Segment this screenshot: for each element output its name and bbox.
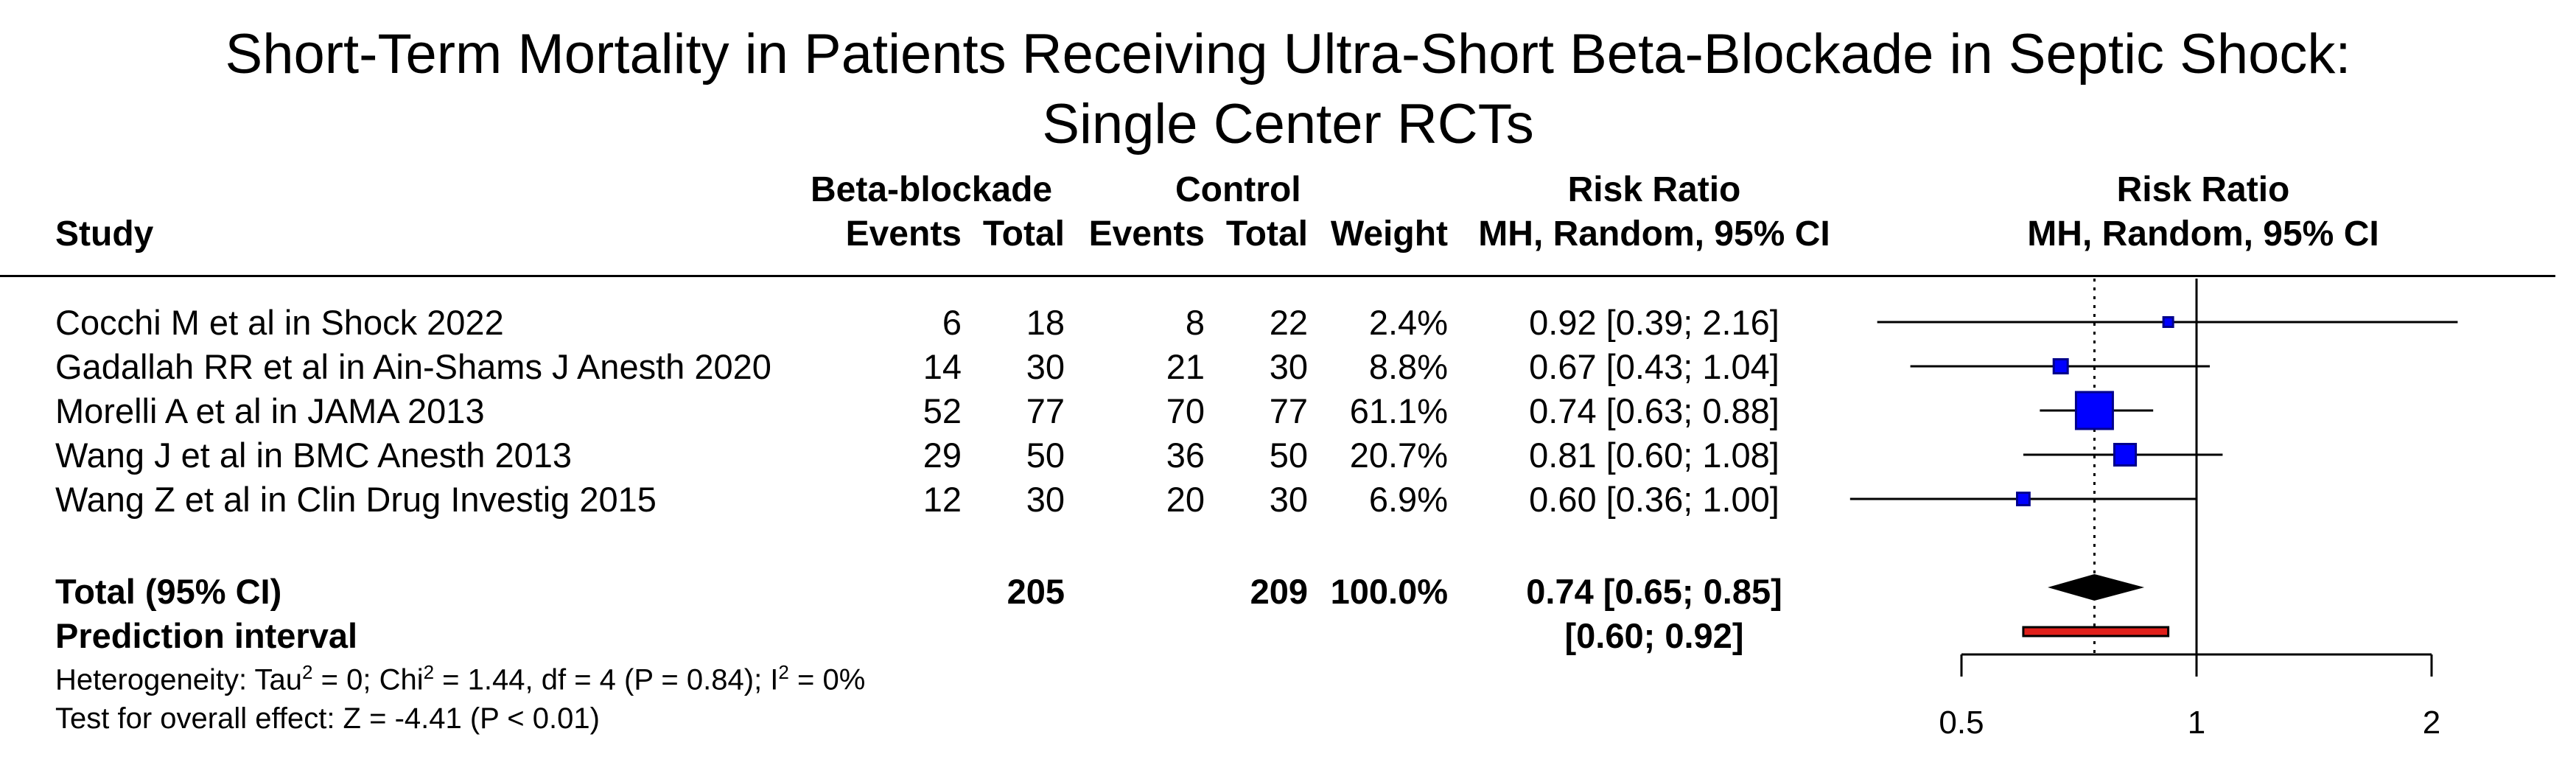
heterogeneity-text: Heterogeneity: Tau2 = 0; Chi2 = 1.44, df…: [55, 661, 866, 696]
study-name: Cocchi M et al in Shock 2022: [55, 303, 504, 342]
events-beta: 52: [923, 391, 962, 430]
header-rr-sub: MH, Random, 95% CI: [1478, 214, 1830, 254]
total-label: Total (95% CI): [55, 572, 282, 611]
total-beta: 18: [1026, 303, 1065, 342]
header-rule: [0, 275, 2555, 277]
header-rr-top: Risk Ratio: [1567, 170, 1741, 209]
header-weight: Weight: [1330, 214, 1448, 254]
events-beta: 14: [923, 347, 962, 386]
events-control: 36: [1166, 436, 1205, 475]
total-beta: 77: [1026, 391, 1065, 430]
weight: 6.9%: [1368, 480, 1448, 519]
study-name: Morelli A et al in JAMA 2013: [55, 391, 485, 430]
total-control: 30: [1269, 347, 1308, 386]
pooled-diamond: [2048, 573, 2145, 601]
total-control: 50: [1269, 436, 1308, 475]
study-weight-square: [2113, 442, 2138, 467]
risk-ratio-ci: 0.81 [0.60; 1.08]: [1529, 436, 1779, 475]
study-weight-square: [2074, 391, 2114, 430]
total-control: 77: [1269, 391, 1308, 430]
events-beta: 12: [923, 480, 962, 519]
prediction-ci: [0.60; 0.92]: [1564, 616, 1744, 655]
prediction-interval-bar: [2022, 626, 2170, 637]
study-name: Wang Z et al in Clin Drug Investig 2015: [55, 480, 657, 519]
events-beta: 29: [923, 436, 962, 475]
chart-title-line-2: Single Center RCTs: [1042, 93, 1534, 156]
total-control: 22: [1269, 303, 1308, 342]
chart-title-line-1: Short-Term Mortality in Patients Receivi…: [225, 23, 2351, 85]
header-total-1: Total: [982, 214, 1065, 254]
header-events-1: Events: [845, 214, 962, 254]
weight: 2.4%: [1368, 303, 1448, 342]
risk-ratio-ci: 0.60 [0.36; 1.00]: [1529, 480, 1779, 519]
weight: 20.7%: [1349, 436, 1448, 475]
header-group1: Beta-blockade: [811, 170, 1053, 209]
header-total-2: Total: [1225, 214, 1308, 254]
header-study: Study: [55, 214, 154, 254]
risk-ratio-ci: 0.74 [0.63; 0.88]: [1529, 391, 1779, 430]
events-control: 8: [1185, 303, 1205, 342]
study-weight-square: [2162, 316, 2174, 328]
total-control: 30: [1269, 480, 1308, 519]
header-plot-top: Risk Ratio: [2116, 170, 2290, 209]
prediction-label: Prediction interval: [55, 616, 358, 655]
total-n1: 205: [1007, 572, 1065, 611]
total-beta: 50: [1026, 436, 1065, 475]
study-name: Gadallah RR et al in Ain-Shams J Anesth …: [55, 347, 771, 386]
total-ci: 0.74 [0.65; 0.85]: [1526, 572, 1782, 611]
weight: 8.8%: [1368, 347, 1448, 386]
overall-effect-text: Test for overall effect: Z = -4.41 (P < …: [55, 702, 600, 735]
events-beta: 6: [942, 303, 962, 342]
header-group2: Control: [1175, 170, 1301, 209]
events-control: 21: [1166, 347, 1205, 386]
x-axis-tick-label: 1: [2188, 705, 2205, 741]
events-control: 70: [1166, 391, 1205, 430]
header-plot-sub: MH, Random, 95% CI: [2027, 214, 2379, 254]
risk-ratio-ci: 0.67 [0.43; 1.04]: [1529, 347, 1779, 386]
risk-ratio-ci: 0.92 [0.39; 2.16]: [1529, 303, 1779, 342]
header-events-2: Events: [1088, 214, 1205, 254]
x-axis-tick-label: 0.5: [1939, 705, 1984, 741]
study-name: Wang J et al in BMC Anesth 2013: [55, 436, 573, 475]
study-weight-square: [2016, 492, 2031, 506]
study-weight-square: [2052, 358, 2069, 374]
total-weight: 100.0%: [1330, 572, 1448, 611]
total-beta: 30: [1026, 480, 1065, 519]
events-control: 20: [1166, 480, 1205, 519]
x-axis-tick-label: 2: [2423, 705, 2440, 741]
total-n2: 209: [1250, 572, 1308, 611]
total-beta: 30: [1026, 347, 1065, 386]
weight: 61.1%: [1349, 391, 1448, 430]
